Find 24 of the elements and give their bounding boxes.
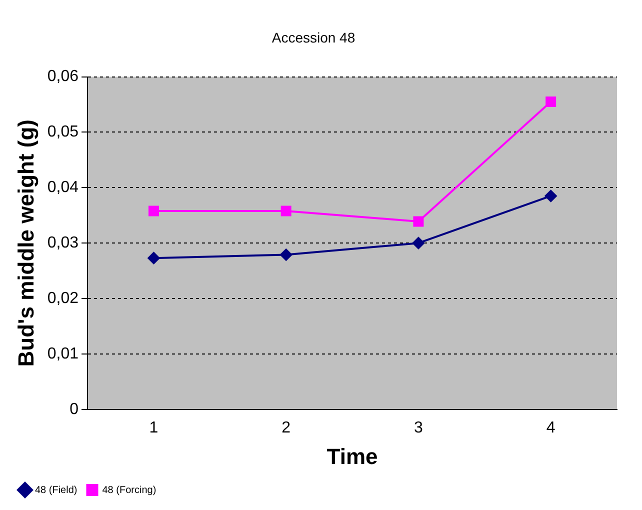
legend-label: 48 (Forcing) [102,484,156,496]
x-tick-label: 1 [149,419,158,436]
point [280,248,292,261]
y-axis-title: Bud's middle weight (g) [13,119,38,367]
point [280,206,292,216]
y-tick-label: 0,05 [47,124,79,141]
point [546,96,556,107]
y-tick-label: 0,02 [47,290,79,307]
chart-title: Accession 48 [272,29,356,46]
y-tick-label: 0,03 [47,234,79,252]
point [413,216,424,227]
point [544,190,557,202]
x-tick-label: 4 [546,419,556,436]
x-axis-title: Time [326,444,378,469]
y-tick-label: 0,01 [47,345,79,362]
legend-label: 48 (Field) [35,484,78,496]
y-tick-label: 0,04 [47,179,79,196]
x-tick-label: 2 [282,419,291,436]
point [412,237,424,250]
point [148,206,159,216]
point [148,252,160,264]
y-tick-label: 0,06 [47,68,79,86]
y-tick-label: 0 [70,400,79,418]
x-tick-label: 3 [414,419,423,436]
